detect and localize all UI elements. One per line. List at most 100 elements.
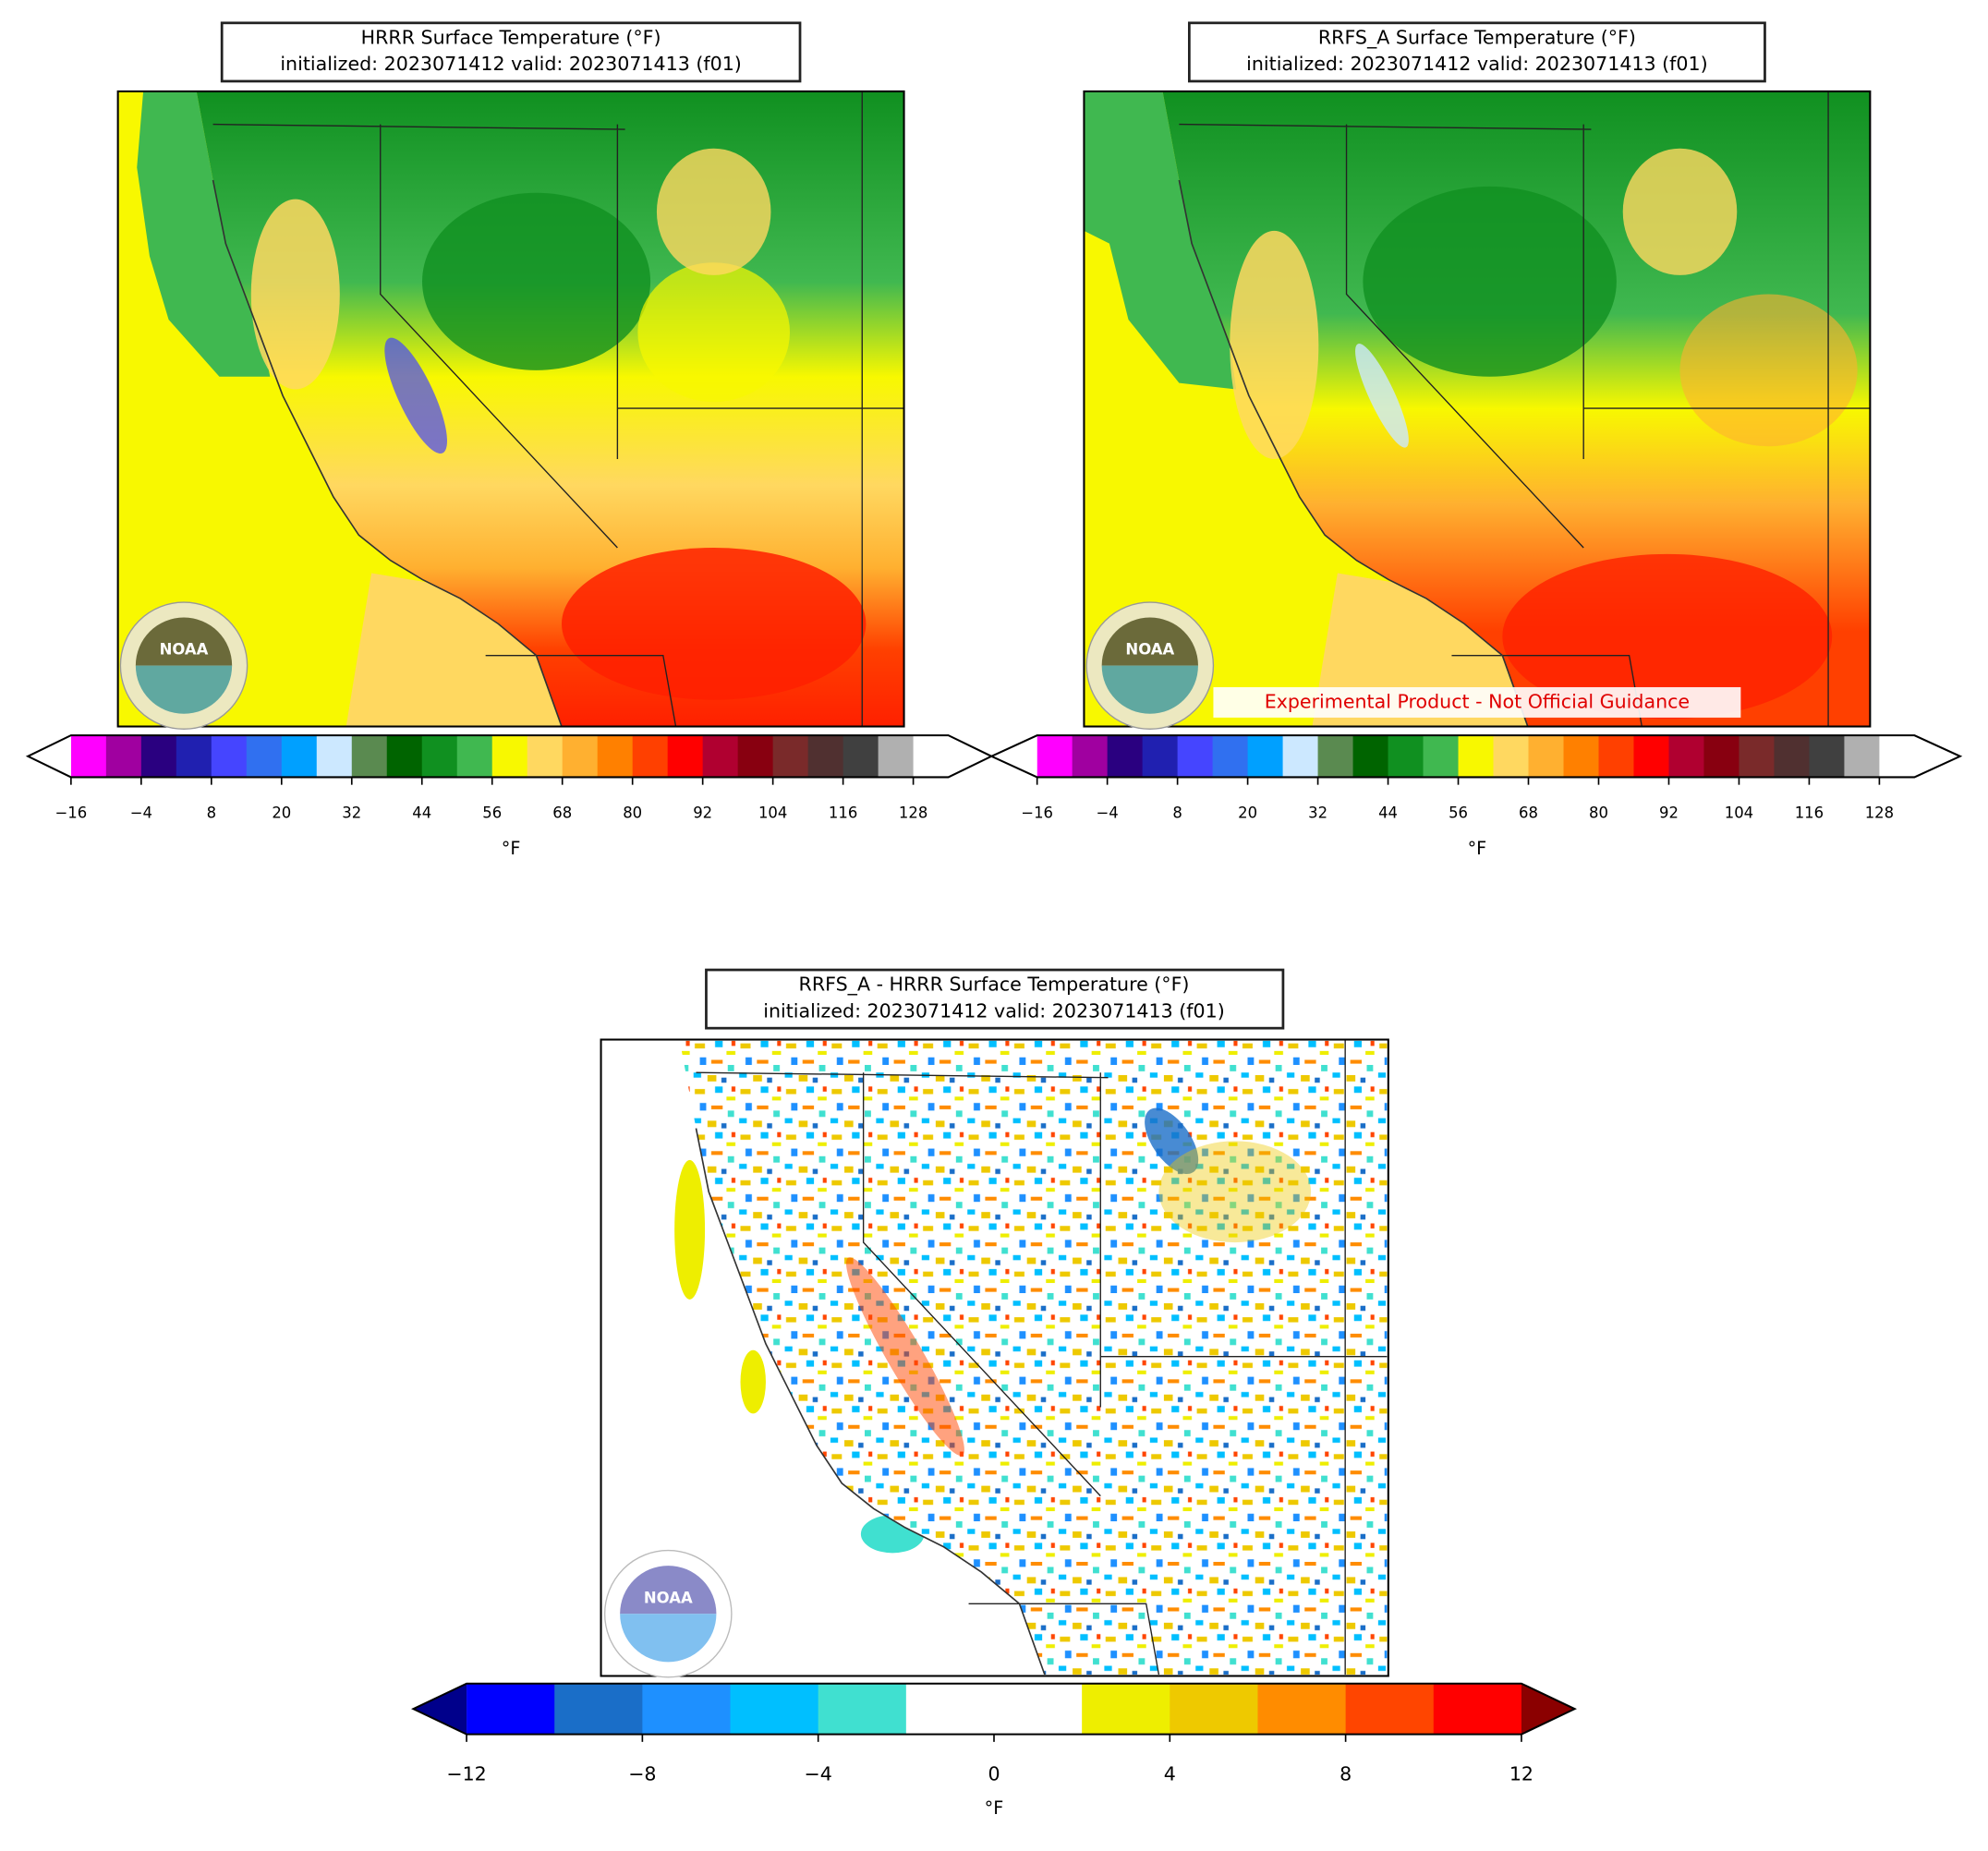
colorbar-segment <box>1257 1683 1347 1735</box>
colorbar-segment <box>1423 735 1460 778</box>
colorbar-tick-label: 116 <box>1795 805 1824 822</box>
colorbar-segment <box>1433 1683 1522 1735</box>
colorbar-tick-label: 116 <box>829 805 857 822</box>
noaa-logo: NOAA <box>603 1549 733 1678</box>
colorbar-tick-label: −4 <box>130 805 152 822</box>
colorbar-segment <box>351 735 388 778</box>
colorbar-segment <box>562 735 599 778</box>
logo-bottom <box>135 665 233 714</box>
colorbar-segment <box>1082 1683 1170 1735</box>
title-box <box>220 21 802 83</box>
colorbar-segment <box>1844 735 1881 778</box>
colorbar-tick-label: −8 <box>628 1763 656 1785</box>
temp-area <box>656 148 771 275</box>
coastline <box>1178 179 1529 727</box>
colorbar-segment <box>70 735 107 778</box>
diff-area <box>845 1257 964 1457</box>
colorbar-segment <box>1388 735 1424 778</box>
colorbar-segment <box>1345 1683 1435 1735</box>
temp-area <box>422 192 651 370</box>
colorbar-segment <box>818 1683 907 1735</box>
colorbar-segment <box>1633 735 1670 778</box>
colorbar-segment <box>994 1683 1083 1735</box>
colorbar-segment <box>491 735 528 778</box>
temp-area <box>384 337 447 454</box>
colorbar-extend <box>1521 1683 1575 1735</box>
colorbar-segment <box>316 735 353 778</box>
title-box <box>705 968 1285 1030</box>
coastline <box>695 1128 1046 1676</box>
colorbar-segment <box>456 735 493 778</box>
colorbar-tick-label: −4 <box>805 1763 832 1785</box>
colorbar-tick-label: 4 <box>1164 1763 1176 1785</box>
colorbar-tick-label: 20 <box>1238 805 1257 822</box>
colorbar-segment <box>386 735 423 778</box>
map-rrfs: NOAA Experimental Product - Not Official… <box>1083 90 1872 730</box>
colorbar-segment <box>527 735 564 778</box>
diff-area <box>674 1159 706 1300</box>
colorbar-tick-label: 80 <box>623 805 642 822</box>
map-hrrr: NOAA <box>116 90 905 730</box>
colorbar-segment <box>1493 735 1530 778</box>
logo-bottom <box>1101 665 1198 714</box>
colorbar-segment <box>913 735 950 778</box>
state-lines <box>696 1039 1388 1676</box>
colorbar-tick-label: 56 <box>482 805 502 822</box>
state-lines <box>212 91 904 727</box>
annotation-box <box>1213 686 1741 718</box>
title: RRFS_A Surface Temperature (°F) <box>1318 26 1636 49</box>
colorbar-segment <box>1774 735 1811 778</box>
logo-bottom <box>620 1614 717 1663</box>
colorbar-segment <box>667 735 704 778</box>
title: RRFS_A - HRRR Surface Temperature (°F) <box>799 974 1190 997</box>
logo-top <box>620 1566 717 1615</box>
colorbar-tick-label: 80 <box>1589 805 1608 822</box>
colorbar-tick-label: 0 <box>988 1763 1000 1785</box>
colorbar-label: °F <box>985 1797 1004 1819</box>
colorbar-segment <box>1739 735 1776 778</box>
colorbar-segment <box>1036 735 1073 778</box>
temp-area <box>1230 230 1319 459</box>
map-frame <box>1083 90 1872 728</box>
colorbar-segment <box>1458 735 1495 778</box>
colorbar-label: °F <box>502 838 521 859</box>
colorbar-tick-label: 128 <box>1865 805 1894 822</box>
colorbar-segment <box>281 735 318 778</box>
colorbar-tick-label: 92 <box>1659 805 1679 822</box>
colorbar-segment <box>1212 735 1249 778</box>
colorbar-label: °F <box>1468 838 1487 859</box>
logo-text: NOAA <box>160 641 209 659</box>
temp-area <box>1622 148 1738 275</box>
colorbar-segment <box>1703 735 1740 778</box>
map-diff: NOAA <box>600 1038 1389 1678</box>
subtitle: initialized: 2023071412 valid: 202307141… <box>763 999 1224 1022</box>
map-frame <box>600 1038 1389 1677</box>
colorbar-segment <box>467 1683 555 1735</box>
colorbar-tick-label: 8 <box>207 805 216 822</box>
noaa-logo: NOAA <box>119 601 248 730</box>
colorbar-segment <box>1317 735 1354 778</box>
colorbar-segment <box>1668 735 1705 778</box>
colorbar-segment <box>632 735 669 778</box>
colorbar-segment <box>105 735 142 778</box>
colorbar-tick-label: 12 <box>1509 1763 1533 1785</box>
colorbar-extend <box>948 735 992 778</box>
colorbar-segment <box>1072 735 1109 778</box>
temp-area <box>1363 186 1617 377</box>
colorbar-segment <box>1282 735 1319 778</box>
colorbar-tick-label: 20 <box>272 805 291 822</box>
colorbar-segment <box>140 735 177 778</box>
colorbar-segment <box>730 1683 819 1735</box>
colorbar-tick-label: 92 <box>693 805 712 822</box>
logo-text: NOAA <box>1125 641 1174 659</box>
colorbar-segment <box>1528 735 1565 778</box>
colorbar-tick-label: 8 <box>1339 1763 1352 1785</box>
noaa-logo: NOAA <box>1085 601 1215 730</box>
colorbar-tick-label: 104 <box>758 805 787 822</box>
temp-area <box>250 199 340 390</box>
colorbar-tick-label: 32 <box>1308 805 1327 822</box>
colorbar-segment <box>1170 1683 1259 1735</box>
title-box <box>1187 21 1766 83</box>
colorbar-extend <box>413 1683 467 1735</box>
